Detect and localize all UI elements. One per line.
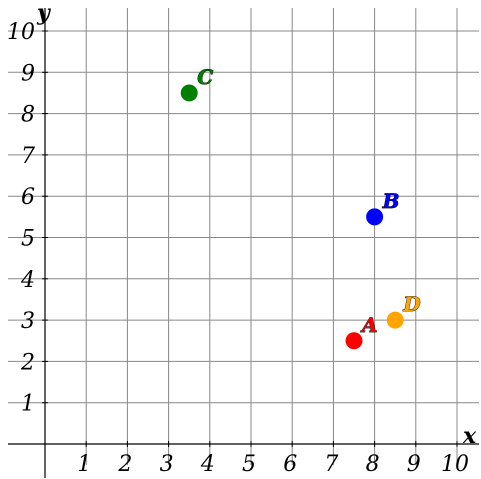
data-point-b	[366, 208, 384, 226]
y-tick-labels: 1 2 3 4 5 6 7 8 9 10	[7, 20, 35, 417]
y-tick-label: 3	[21, 309, 35, 334]
x-tick-label: 7	[324, 452, 338, 477]
point-label-b: B	[382, 189, 400, 213]
y-tick-label: 7	[21, 144, 35, 169]
point-label-c: C	[197, 65, 213, 89]
point-label-d: D	[402, 292, 421, 316]
data-point-a	[345, 332, 363, 350]
x-axis-label: x	[462, 423, 477, 449]
data-points: A B C D	[180, 65, 422, 350]
data-point-c	[180, 84, 198, 102]
x-tick-label: 8	[366, 452, 380, 477]
y-tick-label: 10	[7, 20, 35, 45]
x-tick-labels: 1 2 3 4 5 6 7 8 9 10	[77, 452, 469, 477]
x-tick-label: 10	[441, 452, 469, 477]
y-tick-label: 6	[21, 185, 35, 210]
y-tick-label: 5	[21, 227, 35, 252]
y-tick-label: 9	[21, 61, 35, 86]
data-point-d	[386, 311, 404, 329]
x-tick-label: 5	[242, 452, 256, 477]
x-tick-label: 2	[117, 452, 132, 477]
x-tick-label: 4	[200, 452, 215, 477]
y-tick-label: 1	[21, 392, 35, 417]
y-axis-label: y	[36, 0, 52, 26]
y-tick-label: 8	[21, 103, 35, 128]
grid	[8, 8, 479, 465]
y-tick-label: 2	[20, 350, 35, 375]
x-tick-label: 1	[77, 452, 91, 477]
x-tick-label: 3	[160, 452, 174, 477]
y-tick-label: 4	[20, 268, 35, 293]
x-tick-label: 6	[283, 452, 297, 477]
point-label-a: A	[360, 313, 378, 337]
axes	[8, 8, 479, 478]
x-tick-label: 9	[407, 452, 421, 477]
